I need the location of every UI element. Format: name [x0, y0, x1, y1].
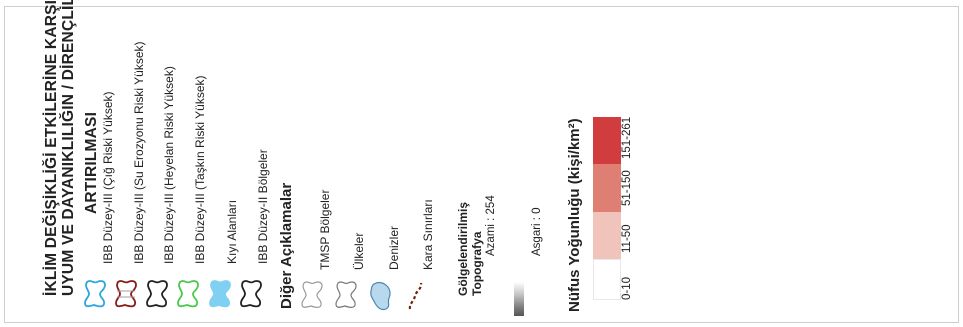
population-title: Nüfus Yoğunluğu (kişi/km²): [566, 118, 583, 312]
topography-title-line-1: Gölgelendirilmiş: [456, 201, 470, 296]
topography-min-label: Asgari : 0: [531, 207, 543, 256]
other-symbol-4-dashed-border-icon: [408, 282, 423, 310]
zone-symbol-5-blob-icon: [209, 280, 231, 308]
other-symbol-2-blob-icon: [335, 281, 357, 308]
population-swatch-0-10: [593, 259, 621, 300]
other-symbol-3-sea-icon: [370, 281, 391, 311]
population-swatch-51-150: [593, 164, 621, 212]
other-symbol-1-blob-icon: [301, 281, 323, 308]
topography-max-label: Azami : 254: [485, 195, 497, 256]
zone-label-coastal: Kıyı Alanları: [225, 199, 239, 264]
zone-label-flood: IBB Düzey-III (Taşkın Riski Yüksek): [193, 75, 207, 265]
zone-symbol-2-blob-icon: [115, 280, 137, 308]
legend-frame: [4, 6, 959, 323]
population-label-0-10: 0-10: [621, 276, 633, 300]
zone-label-avalanche: IBB Düzey-III (Çığ Riski Yüksek): [101, 91, 115, 265]
legend-title-line-1: İKLİM DEĞİŞİKLİĞİ ETKİLERİNE KARŞI: [43, 0, 60, 296]
other-label-seas: Denizler: [387, 225, 401, 270]
population-swatch-151-261: [593, 117, 621, 164]
other-label-tmsp: TMSP Bölgeler: [318, 189, 332, 270]
other-label-land-borders: Kara Sınırları: [421, 199, 435, 270]
topography-ramp-swatch: [514, 282, 524, 316]
zone-label-level2: IBB Düzey-II Bölgeler: [256, 149, 270, 264]
population-swatch-11-50: [593, 212, 621, 259]
population-label-11-50: 11-50: [621, 224, 633, 253]
zone-label-landslide: IBB Düzey-III (Heyelan Riski Yüksek): [162, 66, 176, 264]
other-section-title: Diğer Açıklamalar: [278, 182, 295, 309]
zone-symbol-1-blob-icon: [84, 280, 106, 308]
population-label-151-261: 151-261: [621, 116, 633, 159]
topography-title-line-2: Topografya: [470, 231, 484, 296]
zone-label-erosion: IBB Düzey-III (Su Erozyonu Riski Yüksek): [132, 41, 146, 264]
other-label-countries: Ülkeler: [352, 232, 366, 270]
legend-title-line-2: UYUM VE DAYANIKLILIĞIN / DİRENÇLİLİĞİN: [60, 0, 77, 296]
zone-symbol-3-blob-icon: [146, 280, 168, 308]
zone-symbol-6-blob-icon: [240, 280, 262, 308]
population-label-51-150: 51-150: [621, 170, 633, 206]
legend-title-line-3: ARTIRILMASI: [83, 111, 100, 214]
zone-symbol-4-blob-icon: [177, 280, 199, 308]
